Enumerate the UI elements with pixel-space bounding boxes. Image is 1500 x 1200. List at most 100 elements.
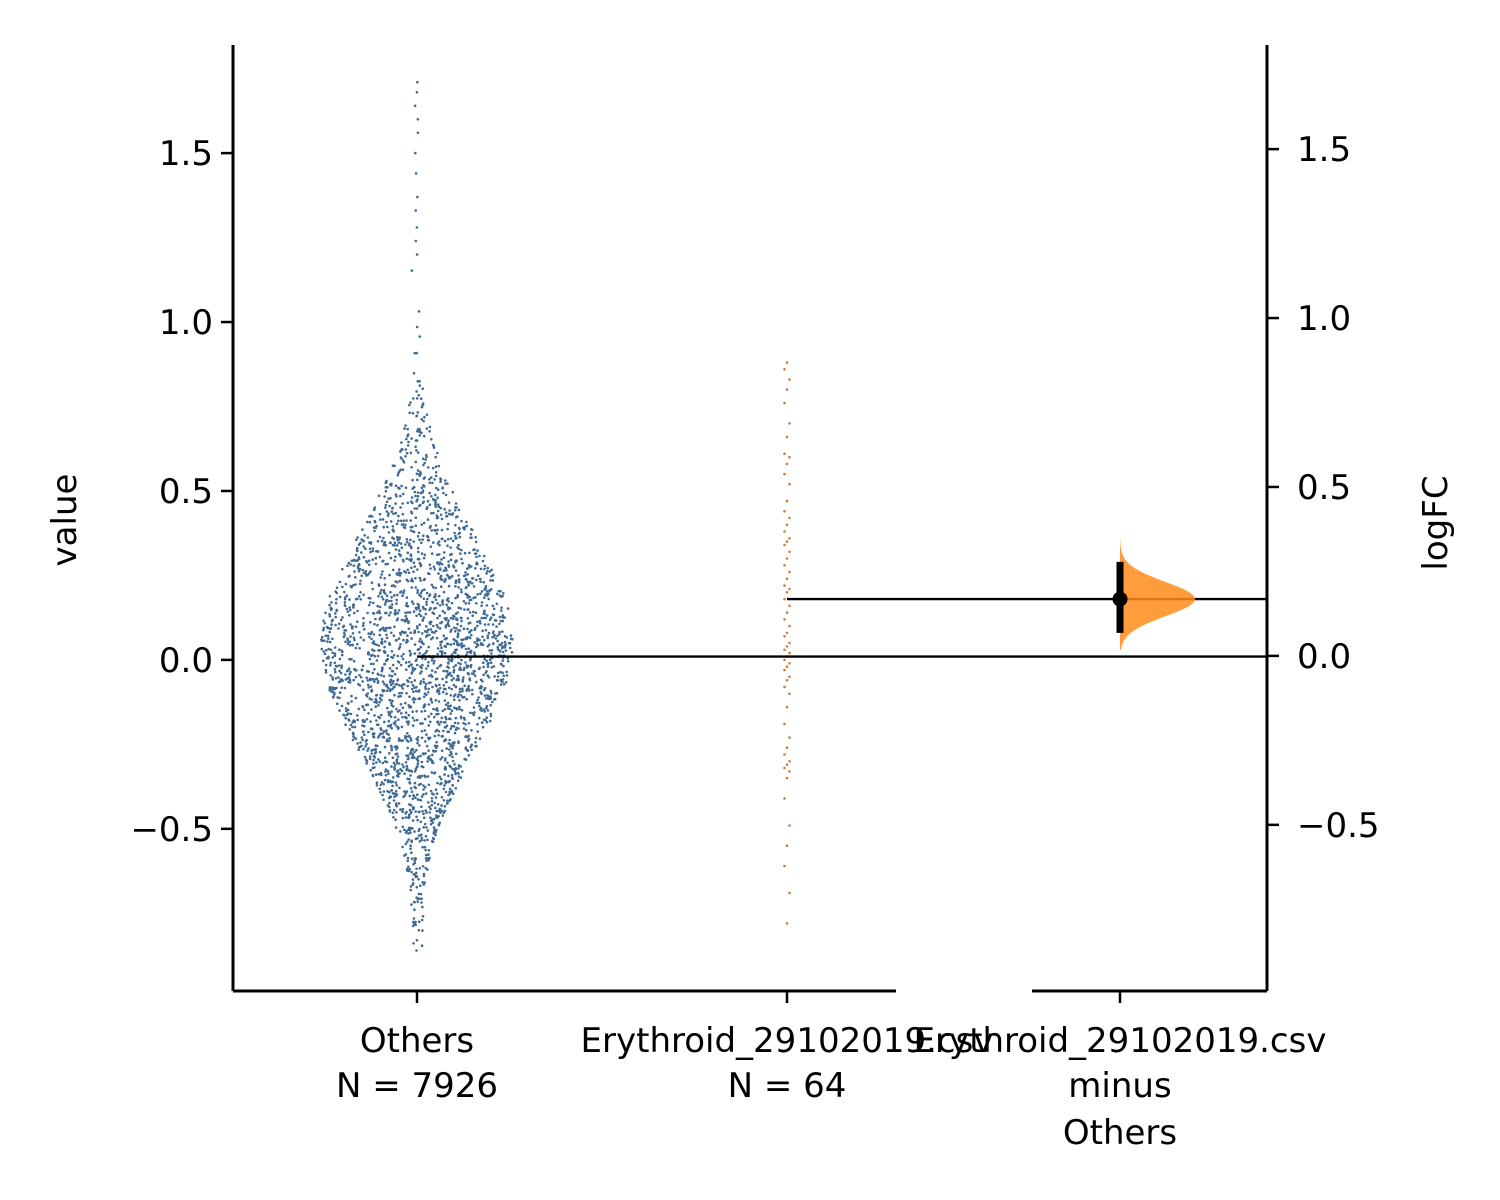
swarm-point-others bbox=[424, 809, 428, 812]
swarm-point-others bbox=[408, 403, 411, 407]
swarm-point-others bbox=[406, 579, 410, 583]
swarm-point-others bbox=[358, 646, 361, 650]
swarm-point-others bbox=[428, 430, 431, 433]
swarm-point-others bbox=[397, 541, 401, 544]
swarm-point-others bbox=[391, 543, 395, 547]
swarm-point-others bbox=[366, 703, 370, 706]
swarm-point-erythroid bbox=[785, 763, 789, 766]
swarm-point-others bbox=[347, 702, 350, 705]
swarm-point-others bbox=[444, 703, 448, 706]
swarm-point-others bbox=[467, 566, 471, 569]
swarm-point-others bbox=[366, 683, 370, 687]
swarm-point-others bbox=[328, 630, 332, 634]
swarm-point-others bbox=[417, 550, 420, 554]
swarm-point-others bbox=[435, 728, 439, 732]
swarm-point-others bbox=[425, 634, 429, 637]
swarm-point-others bbox=[430, 669, 434, 672]
swarm-point-others bbox=[392, 537, 396, 540]
swarm-point-others bbox=[420, 710, 424, 713]
swarm-point-others bbox=[359, 541, 362, 545]
swarm-point-others bbox=[425, 693, 428, 697]
swarm-point-others bbox=[450, 773, 454, 777]
swarm-point-others bbox=[354, 553, 358, 557]
swarm-point-others bbox=[348, 606, 352, 609]
swarm-point-erythroid bbox=[783, 472, 786, 476]
swarm-point-others bbox=[344, 716, 348, 720]
swarm-point-others bbox=[409, 847, 412, 850]
swarm-point-others bbox=[425, 811, 428, 814]
swarm-point-others bbox=[414, 689, 418, 693]
swarm-point-others bbox=[350, 627, 354, 630]
swarm-point-others bbox=[374, 750, 378, 754]
swarm-point-others bbox=[446, 661, 450, 664]
swarm-point-others bbox=[371, 671, 375, 675]
swarm-point-others bbox=[452, 565, 456, 569]
swarm-point-others bbox=[457, 526, 461, 530]
swarm-point-others bbox=[471, 712, 475, 715]
right-y-tick-label: −0.5 bbox=[1297, 806, 1380, 846]
swarm-point-others bbox=[433, 529, 436, 532]
swarm-point-others bbox=[354, 583, 357, 586]
swarm-point-others bbox=[408, 611, 412, 614]
swarm-point-others bbox=[498, 643, 501, 647]
swarm-point-others bbox=[441, 677, 444, 681]
swarm-point-others bbox=[457, 574, 460, 577]
swarm-point-others bbox=[447, 501, 451, 504]
swarm-point-others bbox=[424, 685, 427, 688]
swarm-point-erythroid bbox=[788, 570, 791, 574]
swarm-point-others bbox=[368, 757, 372, 761]
swarm-point-others bbox=[345, 713, 349, 716]
swarm-point-others bbox=[465, 697, 469, 701]
swarm-point-others bbox=[422, 883, 426, 886]
swarm-point-others bbox=[481, 635, 484, 639]
swarm-point-others bbox=[435, 746, 438, 750]
swarm-point-others bbox=[415, 885, 419, 889]
swarm-point-others bbox=[428, 805, 431, 809]
swarm-point-others bbox=[340, 664, 344, 667]
swarm-point-others bbox=[388, 573, 391, 577]
swarm-point-others bbox=[415, 710, 418, 713]
swarm-point-others bbox=[422, 788, 425, 791]
swarm-point-others bbox=[368, 657, 372, 661]
swarm-point-others bbox=[412, 561, 416, 564]
swarm-point-others bbox=[469, 657, 473, 660]
swarm-point-others bbox=[333, 654, 337, 657]
swarm-point-others bbox=[411, 878, 415, 881]
swarm-point-others bbox=[429, 524, 432, 528]
swarm-point-erythroid bbox=[783, 509, 786, 513]
swarm-point-others bbox=[430, 511, 433, 515]
swarm-point-others bbox=[331, 637, 334, 641]
swarm-point-others bbox=[358, 582, 362, 586]
swarm-point-others bbox=[495, 625, 498, 628]
swarm-point-others bbox=[324, 611, 327, 615]
swarm-point-others bbox=[445, 569, 448, 572]
swarm-point-others bbox=[379, 783, 383, 787]
swarm-point-others bbox=[388, 805, 391, 809]
swarm-point-others bbox=[415, 718, 419, 722]
swarm-point-others bbox=[464, 602, 468, 605]
swarm-point-others bbox=[418, 640, 421, 643]
x-tick-label-delta-line3: Others bbox=[1063, 1113, 1177, 1153]
swarm-point-erythroid bbox=[788, 587, 791, 591]
swarm-point-others bbox=[346, 564, 349, 567]
swarm-point-others bbox=[433, 744, 437, 748]
swarm-point-others bbox=[479, 643, 483, 646]
swarm-point-others bbox=[447, 657, 450, 661]
swarm-point-others bbox=[459, 668, 463, 672]
swarm-point-others bbox=[395, 774, 399, 778]
swarm-point-others bbox=[431, 481, 434, 485]
swarm-point-others bbox=[385, 594, 389, 597]
swarm-point-others bbox=[436, 652, 439, 656]
swarm-point-others bbox=[417, 878, 420, 881]
swarm-point-others bbox=[416, 591, 419, 594]
swarm-point-others bbox=[399, 519, 403, 523]
swarm-point-others bbox=[447, 704, 450, 708]
swarm-point-others bbox=[485, 706, 488, 710]
swarm-point-others bbox=[380, 595, 384, 599]
swarm-point-others bbox=[430, 771, 434, 774]
swarm-point-others bbox=[429, 789, 433, 793]
swarm-point-others bbox=[351, 725, 354, 729]
swarm-point-others bbox=[373, 668, 376, 671]
swarm-point-others bbox=[446, 642, 450, 646]
swarm-point-others bbox=[333, 687, 337, 691]
